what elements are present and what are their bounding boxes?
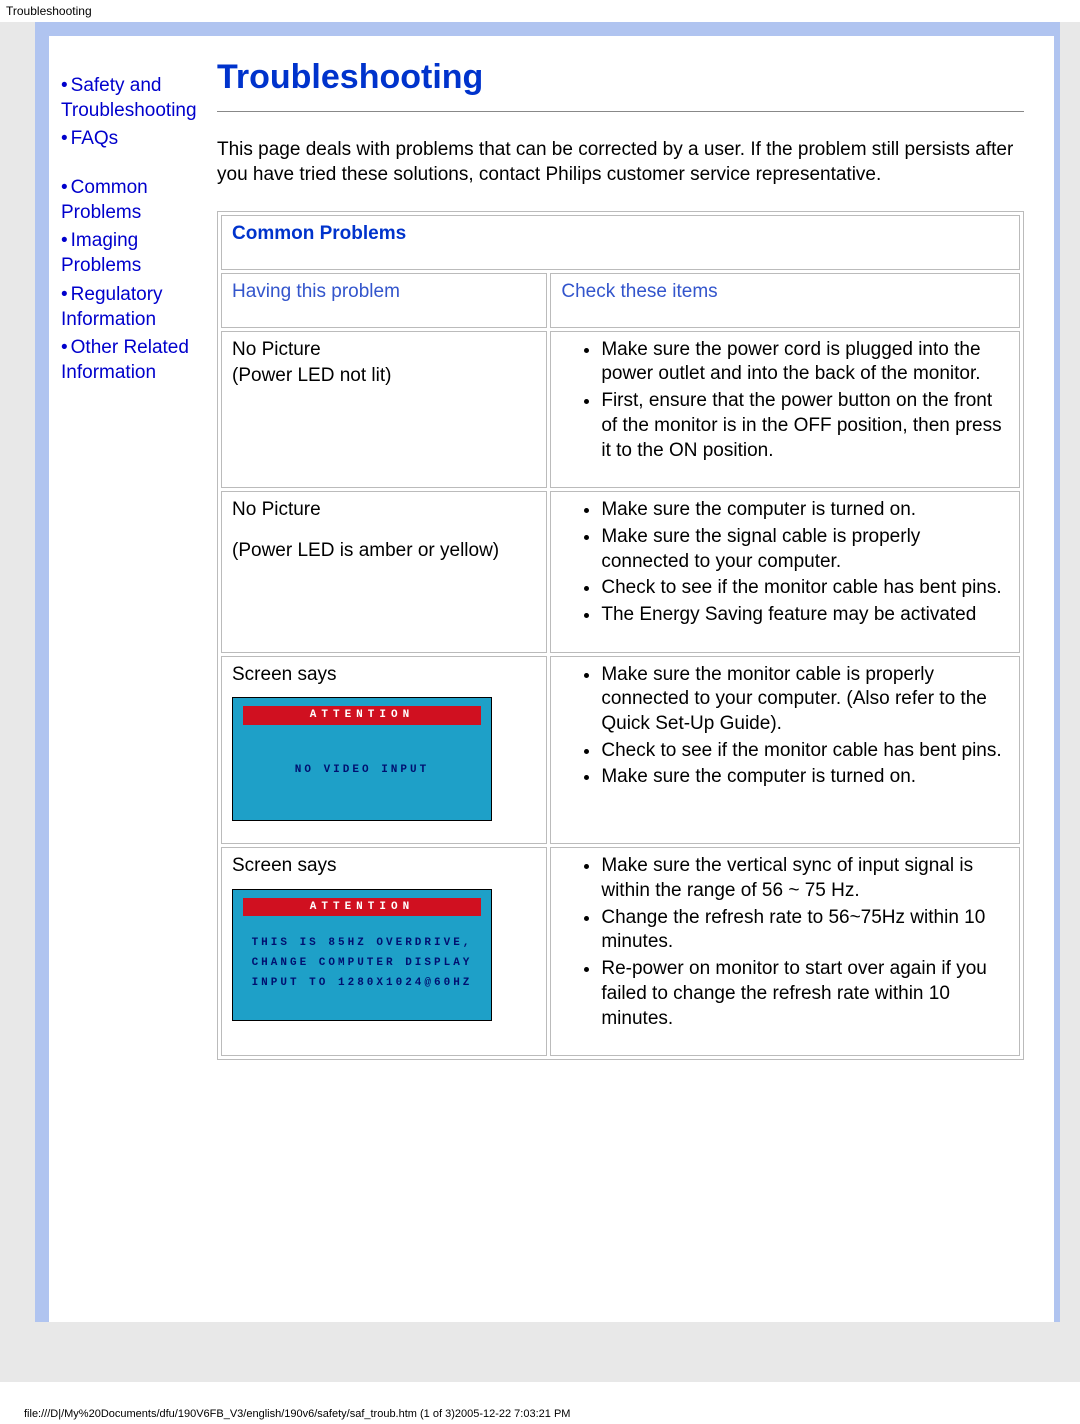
check-list: Make sure the monitor cable is properly … [561,663,1009,790]
sidebar-item: •FAQs [61,127,201,152]
check-cell: Make sure the computer is turned on.Make… [550,491,1020,652]
table-row: No Picture (Power LED is amber or yellow)… [221,491,1020,652]
bullet-icon: • [61,230,68,251]
check-list: Make sure the power cord is plugged into… [561,338,1009,463]
check-item: Make sure the vertical sync of input sig… [601,854,1009,903]
check-item: Make sure the computer is turned on. [601,498,1009,523]
problem-text: Screen says [232,854,536,879]
problem-cell: No Picture (Power LED is amber or yellow) [221,491,547,652]
check-item: The Energy Saving feature may be activat… [601,603,1009,628]
sidebar-link[interactable]: Common Problems [61,177,148,223]
problem-text: (Power LED not lit) [232,364,536,389]
sidebar-item: •Safety and Troubleshooting [61,74,201,123]
check-item: Make sure the computer is turned on. [601,765,1009,790]
bullet-icon: • [61,284,68,305]
bullet-icon: • [61,75,68,96]
problem-text: No Picture [232,498,536,523]
main-content: Troubleshooting This page deals with pro… [207,36,1054,1322]
page-frame: •Safety and Troubleshooting•FAQs•Common … [35,22,1060,1322]
title-rule [217,111,1024,112]
sidebar-link[interactable]: FAQs [71,128,119,149]
check-item: Change the refresh rate to 56~75Hz withi… [601,906,1009,955]
sidebar-item: •Common Problems [61,176,201,225]
sidebar-link[interactable]: Other Related Information [61,337,189,383]
check-item: Check to see if the monitor cable has be… [601,576,1009,601]
section-heading: Common Problems [221,215,1020,270]
problem-cell: No Picture(Power LED not lit) [221,331,547,488]
check-item: Make sure the monitor cable is properly … [601,663,1009,737]
problem-cell: Screen says ATTENTION THIS IS 85HZ OVERDRI… [221,847,547,1056]
check-cell: Make sure the vertical sync of input sig… [550,847,1020,1056]
problem-cell: Screen says ATTENTION NO VIDEO INPUT [221,656,547,845]
osd-warning-box: ATTENTION NO VIDEO INPUT [232,697,492,821]
sidebar-link[interactable]: Safety and Troubleshooting [61,75,197,121]
bullet-icon: • [61,128,68,149]
osd-message: THIS IS 85HZ OVERDRIVE,CHANGE COMPUTER D… [233,922,491,1019]
page-title: Troubleshooting [217,58,1024,97]
problems-table: Common ProblemsHaving this problemCheck … [217,211,1024,1060]
osd-message: NO VIDEO INPUT [233,731,491,821]
problem-text: (Power LED is amber or yellow) [232,539,536,564]
bullet-icon: • [61,177,68,198]
sidebar-nav: •Safety and Troubleshooting•FAQs•Common … [49,36,207,1322]
problem-text: No Picture [232,338,536,363]
sidebar-item: •Other Related Information [61,336,201,385]
check-list: Make sure the computer is turned on.Make… [561,498,1009,627]
check-list: Make sure the vertical sync of input sig… [561,854,1009,1031]
intro-text: This page deals with problems that can b… [217,138,1024,187]
check-item: Re-power on monitor to start over again … [601,957,1009,1031]
sidebar-item: •Regulatory Information [61,283,201,332]
check-cell: Make sure the power cord is plugged into… [550,331,1020,488]
sidebar-item: •Imaging Problems [61,229,201,278]
sidebar-link[interactable]: Regulatory Information [61,284,163,330]
check-item: Make sure the signal cable is properly c… [601,525,1009,574]
check-item: Check to see if the monitor cable has be… [601,739,1009,764]
column-header-problem: Having this problem [221,273,547,328]
check-item: Make sure the power cord is plugged into… [601,338,1009,387]
page-outer: •Safety and Troubleshooting•FAQs•Common … [0,22,1080,1382]
sidebar-link[interactable]: Imaging Problems [61,230,141,276]
bullet-icon: • [61,337,68,358]
table-row: No Picture(Power LED not lit) Make sure t… [221,331,1020,488]
osd-warning-box: ATTENTION THIS IS 85HZ OVERDRIVE,CHANGE C… [232,889,492,1021]
check-cell: Make sure the monitor cable is properly … [550,656,1020,845]
osd-attention-bar: ATTENTION [243,898,481,916]
osd-attention-bar: ATTENTION [243,706,481,724]
column-header-check: Check these items [550,273,1020,328]
problem-text: Screen says [232,663,536,688]
table-row: Screen says ATTENTION NO VIDEO INPUT Make s… [221,656,1020,845]
check-item: First, ensure that the power button on t… [601,389,1009,463]
table-row: Screen says ATTENTION THIS IS 85HZ OVERDRI… [221,847,1020,1056]
footer-file-path: file:///D|/My%20Documents/dfu/190V6FB_V3… [0,1382,1080,1424]
window-tab-label: Troubleshooting [0,0,1080,22]
